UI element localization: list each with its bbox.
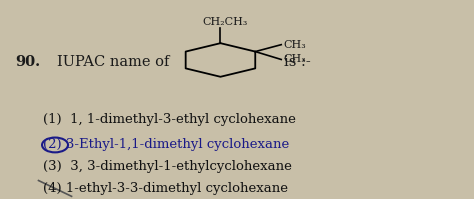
Text: CH₂CH₃: CH₂CH₃ bbox=[202, 17, 248, 27]
Text: CH₃: CH₃ bbox=[283, 40, 306, 50]
Text: (3)  3, 3-dimethyl-1-ethylcyclohexane: (3) 3, 3-dimethyl-1-ethylcyclohexane bbox=[43, 160, 292, 173]
Text: (4) 1-ethyl-3-3-dimethyl cyclohexane: (4) 1-ethyl-3-3-dimethyl cyclohexane bbox=[43, 182, 288, 195]
Text: (2) 3-Ethyl-1,1-dimethyl cyclohexane: (2) 3-Ethyl-1,1-dimethyl cyclohexane bbox=[43, 139, 290, 151]
Text: (1)  1, 1-dimethyl-3-ethyl cyclohexane: (1) 1, 1-dimethyl-3-ethyl cyclohexane bbox=[43, 113, 296, 126]
Text: IUPAC name of: IUPAC name of bbox=[57, 55, 170, 69]
Text: 90.: 90. bbox=[15, 55, 40, 69]
Text: is :-: is :- bbox=[284, 55, 311, 69]
Text: CH₃: CH₃ bbox=[283, 55, 306, 64]
